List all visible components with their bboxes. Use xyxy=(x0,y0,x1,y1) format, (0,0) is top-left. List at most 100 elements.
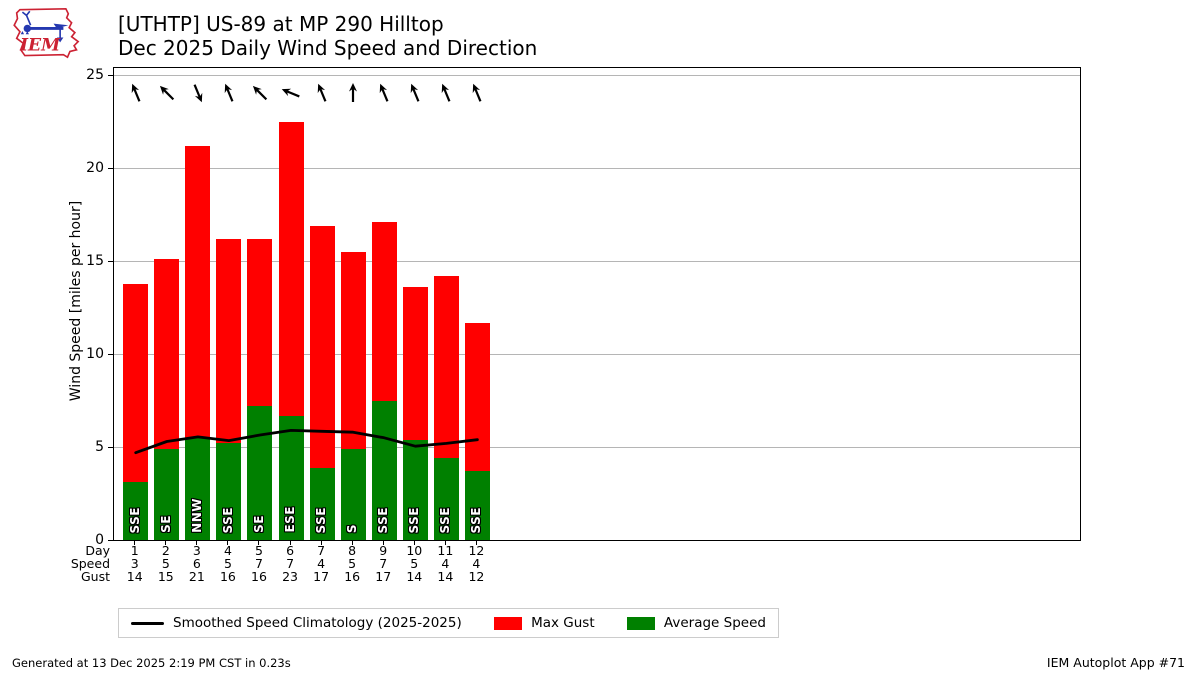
gridline-25 xyxy=(114,74,1080,76)
table-gust-day-6: 23 xyxy=(282,569,298,584)
y-axis-label: Wind Speed [miles per hour] xyxy=(68,200,84,402)
bar-average-speed-day-4 xyxy=(216,443,242,540)
y-tick-25 xyxy=(108,74,113,76)
wind-arrow-icon-day-5 xyxy=(252,85,268,101)
logo-text: IEM xyxy=(19,36,61,56)
table-row-label-day: Day xyxy=(85,543,110,558)
table-day-day-11: 11 xyxy=(437,543,454,558)
table-speed-day-5: 7 xyxy=(255,556,263,571)
table-speed-day-11: 4 xyxy=(441,556,450,571)
table-gust-day-1: 14 xyxy=(126,569,143,584)
legend-line-swatch-icon xyxy=(131,621,164,625)
x-tick-day-7 xyxy=(320,541,322,545)
chart-title: [UTHTP] US-89 at MP 290 Hilltop Dec 2025… xyxy=(118,12,538,60)
wind-direction-label-day-10: SSE xyxy=(407,506,422,533)
table-day-day-7: 7 xyxy=(317,543,326,558)
y-tick-20 xyxy=(108,167,113,169)
table-day-day-8: 8 xyxy=(348,543,357,558)
table-gust-day-2: 15 xyxy=(157,569,174,584)
x-tick-day-11 xyxy=(444,541,446,545)
wind-direction-label-day-11: SSE xyxy=(438,506,453,533)
x-tick-day-10 xyxy=(413,541,415,545)
table-gust-day-8: 16 xyxy=(344,569,361,584)
wind-direction-label-day-3: NNW xyxy=(189,498,204,533)
bar-average-speed-day-2 xyxy=(154,448,180,540)
wind-direction-label-day-2: SE xyxy=(158,515,173,533)
bar-average-speed-day-5 xyxy=(247,406,273,540)
wind-arrow-icon-day-6 xyxy=(281,88,300,98)
wind-arrow-icon-day-4 xyxy=(224,83,234,102)
table-day-day-6: 6 xyxy=(286,543,295,558)
table-speed-day-2: 5 xyxy=(161,556,170,571)
x-tick-day-5 xyxy=(258,541,260,545)
x-tick-day-12 xyxy=(475,541,477,545)
table-speed-day-7: 4 xyxy=(317,556,326,571)
table-day-day-12: 12 xyxy=(468,543,485,558)
bar-average-speed-day-9 xyxy=(371,400,397,540)
legend-item-max-gust: Max Gust xyxy=(494,615,595,631)
app-credit: IEM Autoplot App #71 xyxy=(1046,655,1185,670)
legend-label-climatology: Smoothed Speed Climatology (2025-2025) xyxy=(173,615,462,631)
iem-logo: IEM xyxy=(13,7,80,59)
table-gust-day-12: 12 xyxy=(468,569,485,584)
wind-arrow-icon-day-7 xyxy=(317,83,327,102)
weather-vane-icon xyxy=(20,10,69,43)
bar-average-speed-day-3 xyxy=(185,437,211,540)
wind-arrow-icon-day-10 xyxy=(411,83,420,102)
table-row-label-speed: Speed xyxy=(70,556,110,571)
table-gust-day-7: 17 xyxy=(313,569,330,584)
table-speed-day-9: 7 xyxy=(379,556,388,571)
y-tick-0 xyxy=(108,539,113,541)
wind-arrow-icon-day-2 xyxy=(159,85,174,101)
legend-green-swatch-icon xyxy=(626,616,655,630)
table-speed-day-1: 3 xyxy=(130,556,139,571)
wind-arrow-icon-day-3 xyxy=(193,84,203,103)
y-tick-label-15: 15 xyxy=(86,252,104,269)
wind-direction-label-day-5: SE xyxy=(251,515,266,533)
table-day-day-2: 2 xyxy=(161,543,170,558)
wind-arrow-icon-day-11 xyxy=(442,83,451,102)
wind-arrow-icon-day-1 xyxy=(131,83,141,102)
y-tick-label-25: 25 xyxy=(86,66,104,83)
wind-direction-label-day-8: S xyxy=(345,523,360,533)
table-speed-day-6: 7 xyxy=(286,556,295,571)
gridline-5 xyxy=(114,446,1080,448)
wind-direction-label-day-4: SSE xyxy=(220,506,235,533)
table-speed-day-8: 5 xyxy=(348,556,357,571)
table-day-day-5: 5 xyxy=(255,543,263,558)
wind-arrow-icon-day-8 xyxy=(349,83,358,102)
table-day-day-10: 10 xyxy=(406,543,423,558)
wind-direction-label-day-7: SSE xyxy=(314,506,329,533)
bar-average-speed-day-8 xyxy=(340,448,366,540)
table-day-day-1: 1 xyxy=(130,543,139,558)
y-tick-label-10: 10 xyxy=(86,345,104,362)
bar-average-speed-day-11 xyxy=(433,458,459,540)
wind-direction-label-day-1: SSE xyxy=(127,506,142,533)
table-day-day-9: 9 xyxy=(379,543,388,558)
table-speed-day-12: 4 xyxy=(472,556,481,571)
wind-direction-label-day-12: SSE xyxy=(469,506,484,533)
table-gust-day-11: 14 xyxy=(437,569,454,584)
x-tick-day-8 xyxy=(351,541,353,545)
x-tick-day-2 xyxy=(165,541,167,545)
table-speed-day-4: 5 xyxy=(223,556,232,571)
legend-item-average-speed: Average Speed xyxy=(626,615,766,631)
chart-title-line2: Dec 2025 Daily Wind Speed and Direction xyxy=(118,35,538,60)
x-tick-day-6 xyxy=(289,541,291,545)
x-tick-day-1 xyxy=(134,541,136,545)
legend-red-swatch-icon xyxy=(494,616,523,630)
plot-area: SSE SE NNW SSE SE ESE SSE S SSE SSE SSE SSE xyxy=(113,67,1081,541)
legend-label-max-gust: Max Gust xyxy=(531,615,595,631)
table-day-day-3: 3 xyxy=(192,543,201,558)
bar-average-speed-day-10 xyxy=(402,439,428,540)
chart-title-line1: [UTHTP] US-89 at MP 290 Hilltop xyxy=(118,12,444,36)
generated-timestamp: Generated at 13 Dec 2025 2:19 PM CST in … xyxy=(12,656,291,670)
table-row-label-gust: Gust xyxy=(80,569,110,584)
legend-item-climatology: Smoothed Speed Climatology (2025-2025) xyxy=(131,615,462,631)
wind-direction-label-day-9: SSE xyxy=(376,506,391,533)
gridline-15 xyxy=(114,260,1080,262)
x-tick-day-9 xyxy=(382,541,384,545)
legend: Smoothed Speed Climatology (2025-2025) M… xyxy=(118,608,779,638)
y-tick-10 xyxy=(108,353,113,355)
